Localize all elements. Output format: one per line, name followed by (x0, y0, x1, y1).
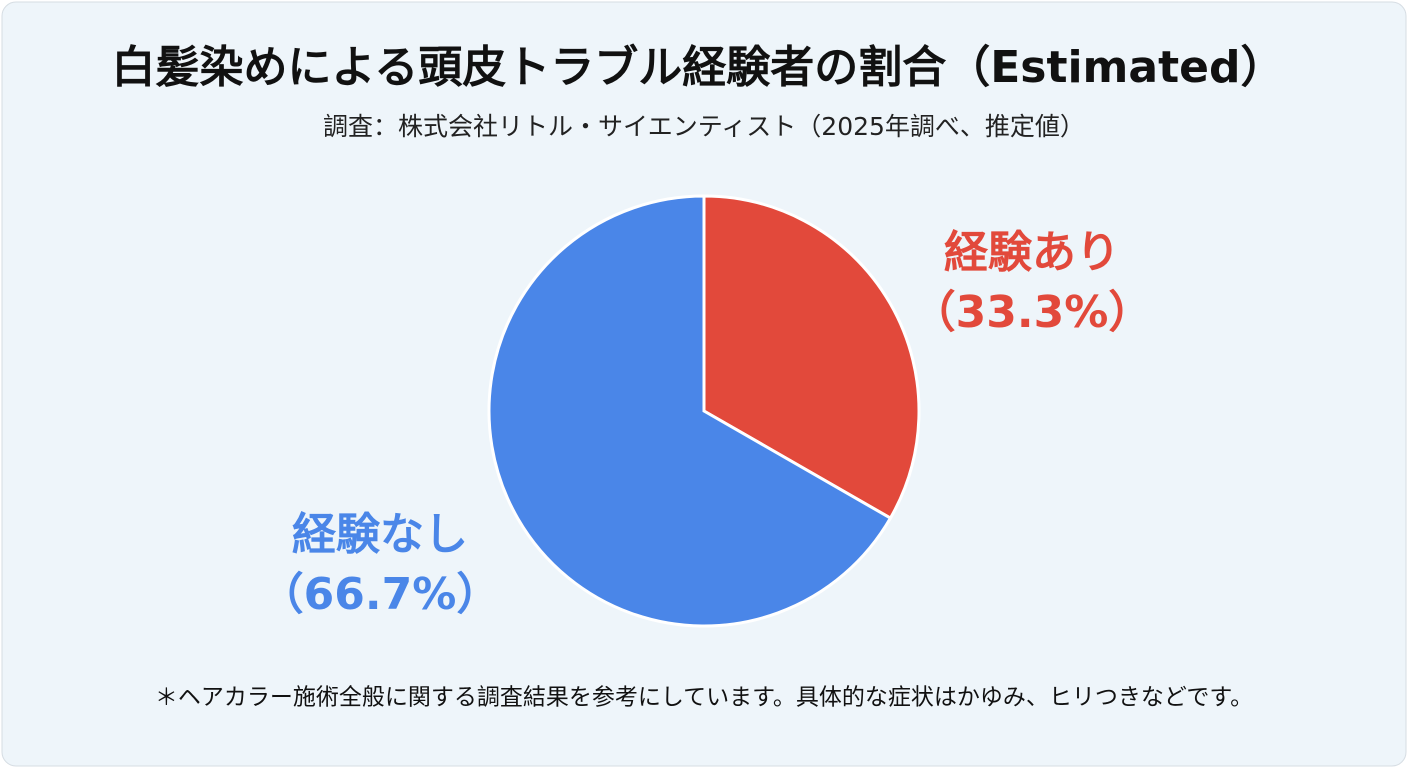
footnote: ＊ヘアカラー施術全般に関する調査結果を参考にしています。具体的な症状はかゆみ、ヒ… (155, 685, 1253, 711)
slice-label: 経験あり (944, 227, 1120, 278)
pie-slice (487, 194, 893, 628)
value-label: （33.3%） (912, 287, 1153, 338)
chart-title: 白髪染めによる頭皮トラブル経験者の割合（Estimated） (112, 42, 1285, 93)
slice-label: 経験なし (292, 509, 468, 560)
pie-slice (702, 194, 921, 521)
value-label: （66.7%） (260, 569, 501, 620)
chart-subtitle: 調査：株式会社リトル・サイエンティスト（2025年調べ、推定値） (323, 112, 1085, 141)
